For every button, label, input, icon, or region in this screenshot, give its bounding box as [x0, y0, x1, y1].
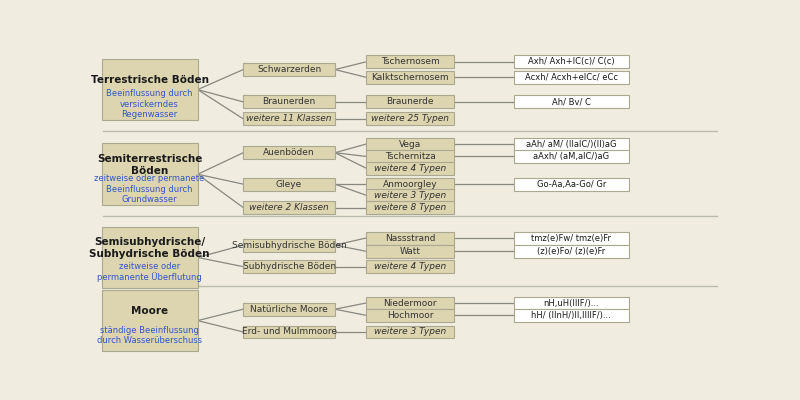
FancyBboxPatch shape — [366, 55, 454, 68]
Text: zeitweise oder permanete
Beeinflussung durch
Grundwasser: zeitweise oder permanete Beeinflussung d… — [94, 174, 205, 204]
Text: weitere 8 Typen: weitere 8 Typen — [374, 203, 446, 212]
FancyBboxPatch shape — [366, 245, 454, 258]
Text: weitere 25 Typen: weitere 25 Typen — [371, 114, 449, 123]
Text: aAh/ aM/ (IIalC/)(II)aG: aAh/ aM/ (IIalC/)(II)aG — [526, 140, 617, 148]
Text: Hochmoor: Hochmoor — [386, 311, 434, 320]
Text: ständige Beeinflussung
durch Wasserüberschuss: ständige Beeinflussung durch Wasserübers… — [97, 326, 202, 345]
FancyBboxPatch shape — [243, 303, 335, 316]
Text: weitere 4 Typen: weitere 4 Typen — [374, 164, 446, 173]
FancyBboxPatch shape — [366, 232, 454, 244]
FancyBboxPatch shape — [366, 71, 454, 84]
Text: Tschernitza: Tschernitza — [385, 152, 435, 161]
FancyBboxPatch shape — [243, 63, 335, 76]
FancyBboxPatch shape — [514, 309, 629, 322]
Text: Schwarzerden: Schwarzerden — [257, 65, 322, 74]
FancyBboxPatch shape — [366, 326, 454, 338]
Text: weitere 2 Klassen: weitere 2 Klassen — [250, 203, 329, 212]
Text: weitere 3 Typen: weitere 3 Typen — [374, 328, 446, 336]
Text: Niedermoor: Niedermoor — [383, 298, 437, 308]
FancyBboxPatch shape — [514, 150, 629, 163]
Text: Vega: Vega — [399, 140, 421, 148]
Text: weitere 4 Typen: weitere 4 Typen — [374, 262, 446, 271]
FancyBboxPatch shape — [366, 138, 454, 150]
FancyBboxPatch shape — [102, 144, 198, 205]
FancyBboxPatch shape — [366, 260, 454, 273]
FancyBboxPatch shape — [102, 59, 198, 120]
Text: hH/ (IInH/)II,IIIlF/)...: hH/ (IInH/)II,IIIlF/)... — [531, 311, 611, 320]
Text: Erd- und Mulmmoore: Erd- und Mulmmoore — [242, 328, 337, 336]
FancyBboxPatch shape — [514, 232, 629, 244]
FancyBboxPatch shape — [514, 71, 629, 84]
Text: Auenböden: Auenböden — [263, 148, 315, 157]
Text: Braunerden: Braunerden — [262, 98, 316, 106]
Text: Subhydrische Böden: Subhydrische Böden — [242, 262, 336, 271]
Text: Semisubhydrische Böden: Semisubhydrische Böden — [232, 241, 346, 250]
FancyBboxPatch shape — [514, 55, 629, 68]
FancyBboxPatch shape — [514, 96, 629, 108]
FancyBboxPatch shape — [366, 96, 454, 108]
Text: Nassstrand: Nassstrand — [385, 234, 435, 242]
FancyBboxPatch shape — [514, 245, 629, 258]
FancyBboxPatch shape — [514, 178, 629, 191]
Text: (z)(e)Fo/ (z)(e)Fr: (z)(e)Fo/ (z)(e)Fr — [537, 247, 606, 256]
FancyBboxPatch shape — [243, 201, 335, 214]
FancyBboxPatch shape — [366, 296, 454, 310]
FancyBboxPatch shape — [514, 138, 629, 150]
FancyBboxPatch shape — [366, 189, 454, 202]
FancyBboxPatch shape — [514, 296, 629, 310]
Text: zeitweise oder
permanente Überflutung: zeitweise oder permanente Überflutung — [98, 262, 202, 282]
FancyBboxPatch shape — [243, 178, 335, 191]
FancyBboxPatch shape — [243, 146, 335, 159]
Text: tmz(e)Fw/ tmz(e)Fr: tmz(e)Fw/ tmz(e)Fr — [531, 234, 611, 242]
Text: Kalktschernosem: Kalktschernosem — [371, 73, 449, 82]
FancyBboxPatch shape — [243, 96, 335, 108]
Text: aAxh/ (aM,alC/)aG: aAxh/ (aM,alC/)aG — [533, 152, 610, 161]
FancyBboxPatch shape — [366, 309, 454, 322]
Text: Terrestrische Böden: Terrestrische Böden — [90, 75, 209, 85]
Text: Axh/ Axh+IC(c)/ C(c): Axh/ Axh+IC(c)/ C(c) — [528, 57, 614, 66]
Text: Semiterrestrische
Böden: Semiterrestrische Böden — [97, 154, 202, 176]
Text: Beeinflussung durch
versickerndes
Regenwasser: Beeinflussung durch versickerndes Regenw… — [106, 90, 193, 119]
Text: Watt: Watt — [399, 247, 421, 256]
Text: Ah/ Bv/ C: Ah/ Bv/ C — [552, 98, 590, 106]
Text: Go-Aa,Aa-Go/ Gr: Go-Aa,Aa-Go/ Gr — [537, 180, 606, 189]
FancyBboxPatch shape — [243, 112, 335, 125]
Text: Gleye: Gleye — [276, 180, 302, 189]
FancyBboxPatch shape — [102, 290, 198, 351]
FancyBboxPatch shape — [243, 260, 335, 273]
FancyBboxPatch shape — [366, 162, 454, 174]
FancyBboxPatch shape — [366, 178, 454, 191]
Text: nH,uH(IIlF/)...: nH,uH(IIlF/)... — [543, 298, 599, 308]
Text: Acxh/ Acxh+elCc/ eCc: Acxh/ Acxh+elCc/ eCc — [525, 73, 618, 82]
FancyBboxPatch shape — [366, 150, 454, 163]
FancyBboxPatch shape — [102, 227, 198, 288]
Text: Braunerde: Braunerde — [386, 98, 434, 106]
Text: Anmoorgley: Anmoorgley — [382, 180, 438, 189]
Text: Natürliche Moore: Natürliche Moore — [250, 305, 328, 314]
FancyBboxPatch shape — [366, 201, 454, 214]
Text: weitere 3 Typen: weitere 3 Typen — [374, 191, 446, 200]
Text: Tschernosem: Tschernosem — [381, 57, 439, 66]
Text: Moore: Moore — [131, 306, 168, 316]
FancyBboxPatch shape — [243, 326, 335, 338]
Text: Semisubhydrische/
Subhydrische Böden: Semisubhydrische/ Subhydrische Böden — [90, 238, 210, 259]
Text: weitere 11 Klassen: weitere 11 Klassen — [246, 114, 332, 123]
FancyBboxPatch shape — [366, 112, 454, 125]
FancyBboxPatch shape — [243, 239, 335, 252]
